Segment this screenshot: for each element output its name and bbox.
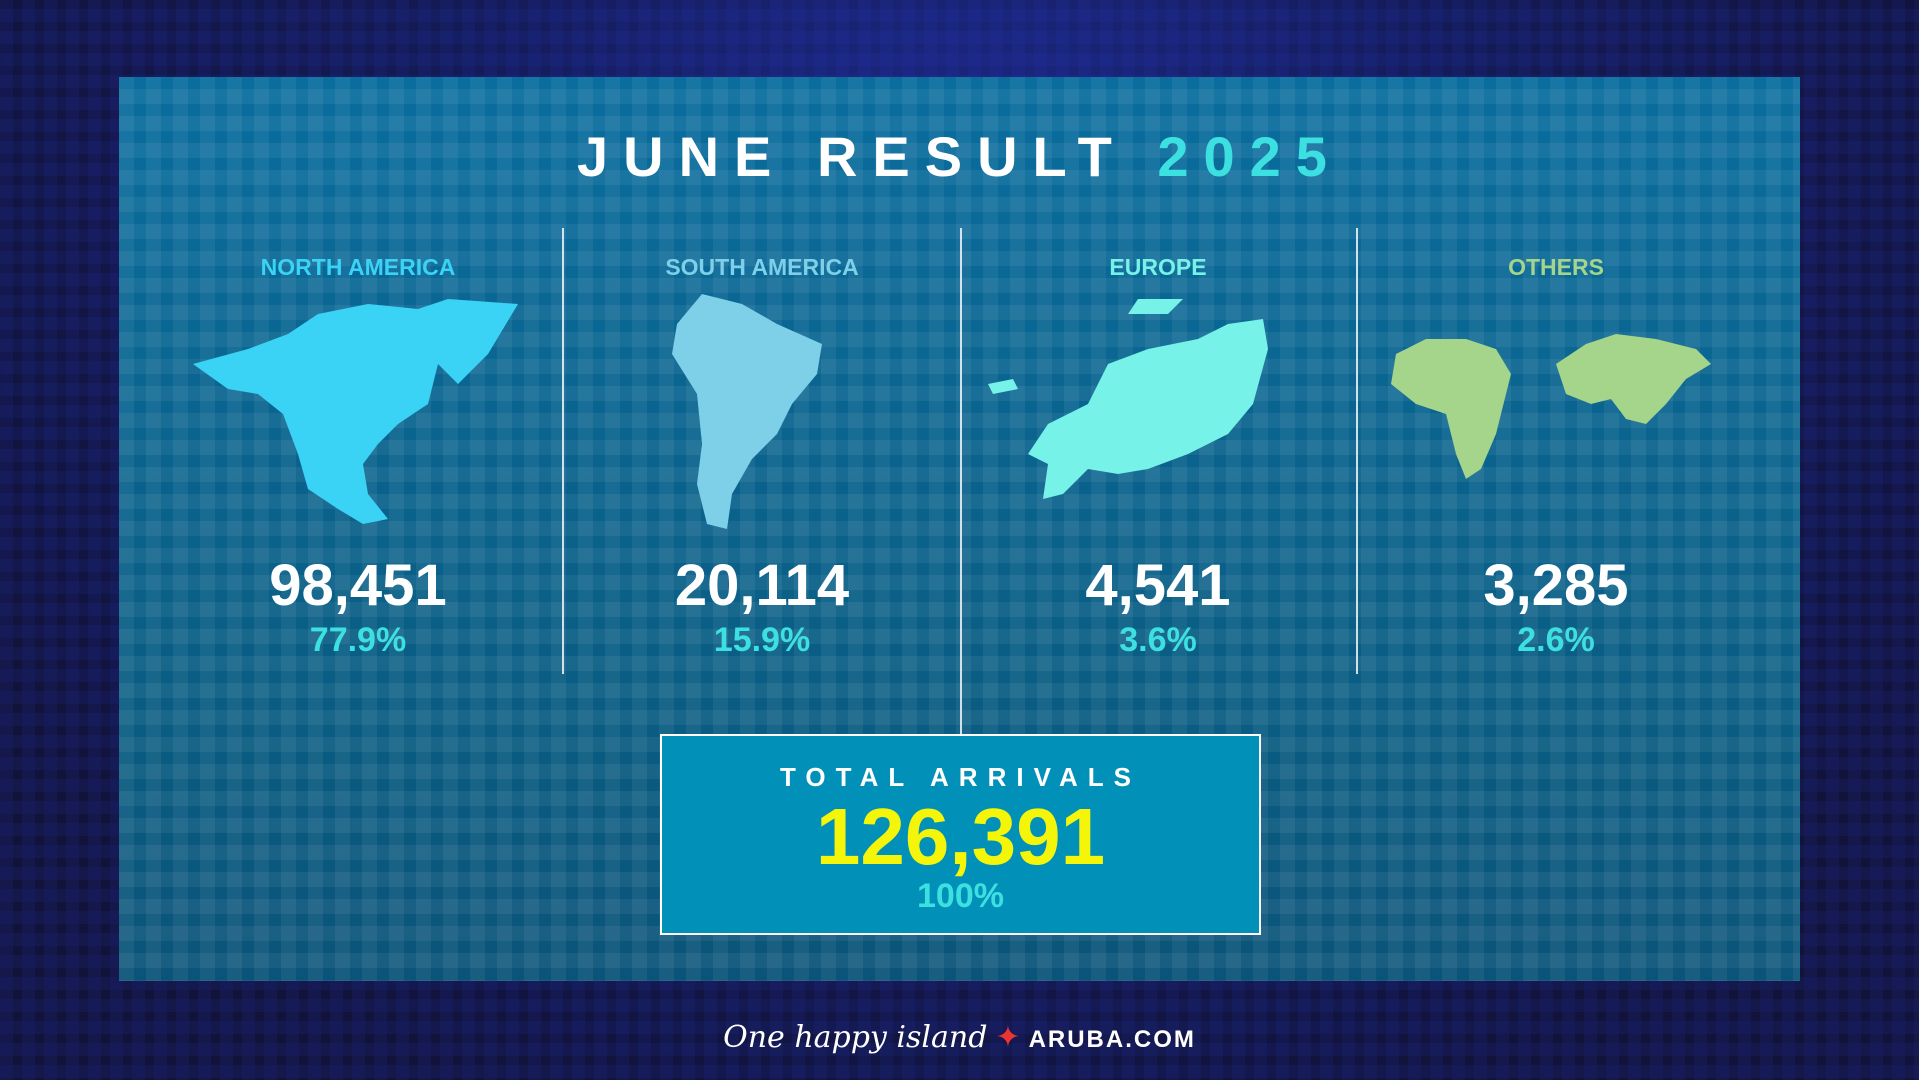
total-arrivals-box: TOTAL ARRIVALS 126,391 100% [660, 734, 1261, 935]
region-percent: 15.9% [713, 621, 811, 659]
region-south-america: SOUTH AMERICA 20,114 15.9% [562, 254, 962, 660]
region-europe: EUROPE 4,541 3.6% [958, 254, 1358, 660]
region-percent: 77.9% [309, 621, 407, 659]
total-percent: 100% [917, 877, 1004, 915]
total-label: TOTAL ARRIVALS [780, 762, 1141, 792]
europe-map-icon [988, 299, 1268, 499]
site-name: ARUBA.COM [1028, 1026, 1196, 1053]
region-percent: 3.6% [1119, 621, 1197, 659]
region-value: 98,451 [269, 553, 447, 618]
region-label: EUROPE [1109, 254, 1207, 280]
region-label: OTHERS [1508, 254, 1604, 280]
region-value: 4,541 [1085, 553, 1231, 618]
region-north-america: NORTH AMERICA 98,451 77.9% [158, 254, 558, 660]
connector-line [960, 674, 962, 734]
title-year: 2025 [1157, 125, 1342, 188]
south-america-map-icon [672, 294, 822, 529]
region-value: 20,114 [674, 553, 850, 618]
region-percent: 2.6% [1517, 621, 1595, 659]
star-icon: ✦ [995, 1021, 1021, 1054]
north-america-map-icon [193, 299, 518, 524]
region-label: SOUTH AMERICA [665, 254, 859, 280]
region-value: 3,285 [1483, 553, 1629, 618]
divider [960, 228, 962, 674]
divider [1356, 228, 1358, 674]
footer-logo: One happy island ✦ ARUBA.COM [0, 1020, 1919, 1055]
region-label: NORTH AMERICA [260, 254, 456, 280]
total-value: 126,391 [815, 792, 1106, 881]
divider [562, 228, 564, 674]
africa-asia-map-icon [1391, 334, 1711, 479]
tagline: One happy island [723, 1020, 988, 1055]
results-panel [119, 77, 1800, 981]
page-title: JUNE RESULT 2025 [577, 125, 1342, 188]
region-others: OTHERS 3,285 2.6% [1356, 254, 1756, 660]
